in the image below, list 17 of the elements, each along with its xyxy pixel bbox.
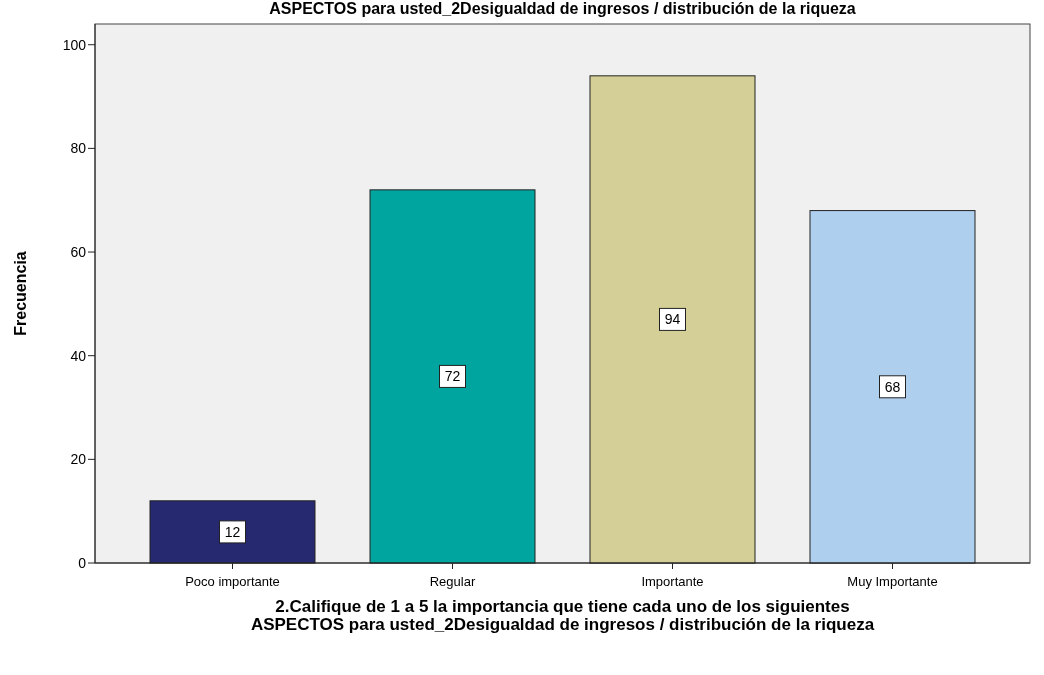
chart-title: ASPECTOS para usted_2Desigualdad de ingresos / distribución de la riqueza — [269, 0, 856, 17]
y-tick-label: 40 — [70, 347, 87, 364]
y-tick-label: 20 — [70, 451, 87, 468]
x-tick-label: Importante — [641, 574, 704, 589]
y-axis-title: Frecuencia — [12, 251, 29, 336]
x-tick-label: Poco importante — [185, 574, 280, 589]
data-label: 68 — [884, 378, 901, 395]
x-tick-label: Regular — [429, 574, 476, 589]
x-axis-title: 2.Califique de 1 a 5 la importancia que tiene cada uno de los siguientes ASPECTOS para usted_2Desigualdad de ingresos / distribución de la riqueza — [250, 597, 875, 634]
data-label: 12 — [224, 523, 241, 540]
y-tick-label: 60 — [70, 244, 87, 261]
y-tick-label: 0 — [78, 555, 87, 571]
x-tick-label: Muy Importante — [847, 574, 938, 589]
data-label: 94 — [664, 311, 681, 328]
y-tick-label: 80 — [70, 140, 87, 157]
data-label: 72 — [444, 368, 461, 385]
y-tick-label: 100 — [62, 36, 87, 53]
